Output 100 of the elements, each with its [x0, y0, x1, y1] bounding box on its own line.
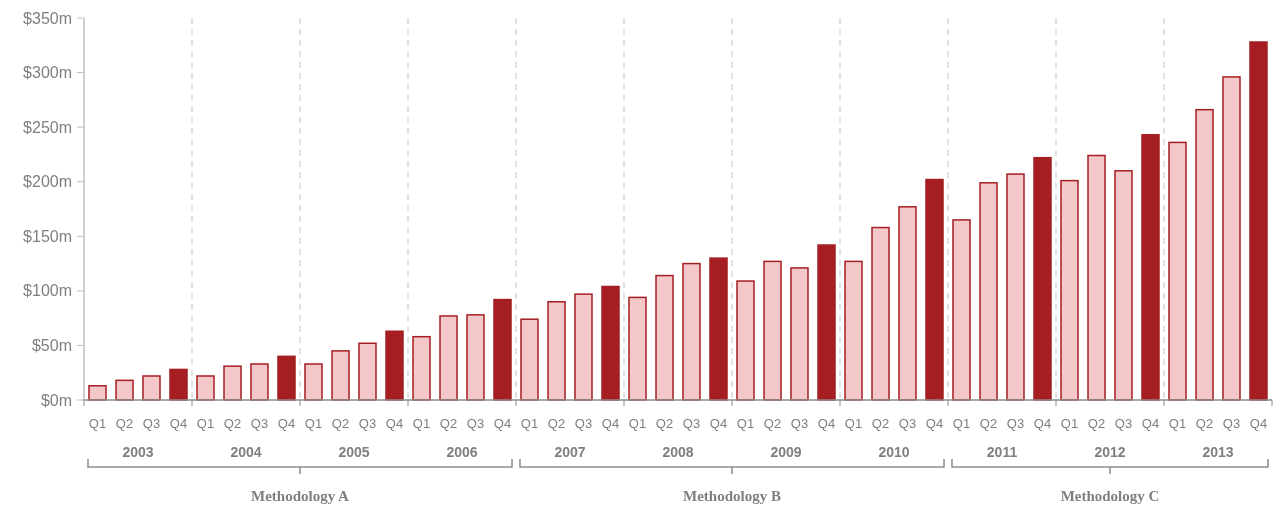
text: Methodology A	[251, 488, 350, 504]
bar	[466, 314, 485, 401]
x-tick-label: Q1	[520, 416, 539, 431]
bar	[358, 342, 377, 401]
bar	[412, 335, 431, 401]
y-tick-label: $100m	[23, 282, 72, 300]
x-tick-label: Q4	[493, 416, 512, 431]
x-tick-label: Q3	[1006, 416, 1025, 431]
bar	[277, 355, 296, 401]
x-tick-label: Q4	[709, 416, 728, 431]
text: 2008	[662, 444, 694, 460]
x-tick-label: Q1	[628, 416, 647, 431]
bar	[844, 260, 863, 401]
x-tick-label: Q3	[466, 416, 485, 431]
text: Methodology B	[683, 488, 781, 504]
y-tick-label: $50m	[31, 337, 72, 355]
bar	[871, 226, 890, 401]
text: 2011	[986, 444, 1018, 460]
x-tick-label: Q4	[169, 416, 188, 431]
x-tick-label: Q4	[277, 416, 296, 431]
x-tick-label: Q1	[304, 416, 323, 431]
bar	[574, 293, 593, 401]
text: 2006	[446, 444, 478, 460]
x-tick-label: Q2	[763, 416, 782, 431]
x-tick-label: Q2	[1087, 416, 1106, 431]
y-tick-label: $200m	[23, 173, 72, 191]
bar	[601, 285, 620, 401]
x-tick-label: Q2	[439, 416, 458, 431]
x-tick-label: Q4	[925, 416, 944, 431]
bar	[520, 318, 539, 401]
x-tick-label: Q1	[412, 416, 431, 431]
bar	[952, 219, 971, 401]
x-tick-label: Q4	[601, 416, 620, 431]
bar	[979, 182, 998, 401]
y-tick-label: $300m	[23, 64, 72, 82]
text: 2007	[554, 444, 586, 460]
text: 2004	[230, 444, 262, 460]
x-tick-label: Q1	[844, 416, 863, 431]
bar	[304, 363, 323, 401]
bar	[142, 375, 161, 401]
y-tick-label: $150m	[23, 227, 72, 245]
x-tick-label: Q2	[547, 416, 566, 431]
x-tick-label: Q1	[88, 416, 107, 431]
x-tick-label: Q4	[385, 416, 404, 431]
x-tick-label: Q1	[736, 416, 755, 431]
x-tick-label: Q1	[1168, 416, 1187, 431]
text: Methodology C	[1060, 488, 1160, 504]
bar	[763, 260, 782, 401]
y-tick-label: $350m	[23, 9, 72, 27]
bar	[88, 385, 107, 401]
bar	[1249, 41, 1268, 401]
x-tick-label: Q2	[331, 416, 350, 431]
x-tick-label: Q3	[1114, 416, 1133, 431]
x-tick-label: Q2	[115, 416, 134, 431]
bar	[628, 296, 647, 401]
x-tick-label: Q3	[898, 416, 917, 431]
bar	[439, 315, 458, 401]
bar	[1114, 170, 1133, 401]
bar	[1168, 141, 1187, 401]
bar	[169, 368, 188, 401]
x-tick-label: Q2	[655, 416, 674, 431]
y-tick-label: $0m	[40, 391, 72, 409]
bar	[925, 178, 944, 401]
bar	[250, 363, 269, 401]
bar	[1141, 134, 1160, 401]
x-tick-label: Q2	[979, 416, 998, 431]
text: 2003	[122, 444, 154, 460]
bar	[1087, 154, 1106, 401]
x-tick-label: Q4	[1249, 416, 1268, 431]
text: 2009	[770, 444, 802, 460]
x-tick-label: Q3	[358, 416, 377, 431]
bar	[1222, 76, 1241, 401]
y-tick-label: $250m	[23, 118, 72, 136]
x-tick-label: Q2	[871, 416, 890, 431]
bar	[709, 257, 728, 401]
bar	[1060, 179, 1079, 401]
x-tick-label: Q3	[250, 416, 269, 431]
bar	[223, 365, 242, 401]
bar	[547, 301, 566, 401]
bar	[1195, 108, 1214, 401]
bar	[898, 206, 917, 401]
bar	[385, 330, 404, 401]
x-tick-label: Q1	[952, 416, 971, 431]
bar	[736, 280, 755, 401]
x-tick-label: Q4	[817, 416, 836, 431]
x-tick-label: Q3	[574, 416, 593, 431]
x-tick-label: Q1	[1060, 416, 1079, 431]
x-tick-label: Q2	[1195, 416, 1214, 431]
bar	[790, 267, 809, 401]
text: 2013	[1202, 444, 1234, 460]
x-tick-label: Q3	[142, 416, 161, 431]
bar	[1033, 156, 1052, 401]
x-tick-label: Q4	[1033, 416, 1052, 431]
bar	[493, 298, 512, 401]
bar	[682, 262, 701, 401]
bar	[115, 379, 134, 401]
bar	[331, 350, 350, 401]
x-tick-label: Q3	[790, 416, 809, 431]
x-tick-label: Q4	[1141, 416, 1160, 431]
x-tick-label: Q3	[682, 416, 701, 431]
